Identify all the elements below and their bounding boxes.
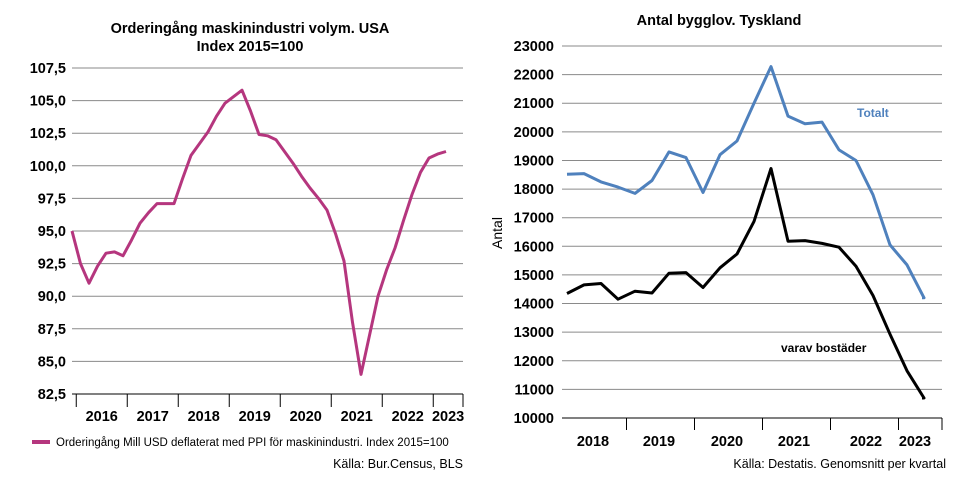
right-y-tick-label: 21000 — [514, 96, 554, 112]
right-x-tick-label: 2019 — [643, 434, 675, 450]
left-series — [70, 88, 447, 376]
right-y-axis-label: Antal — [489, 217, 505, 249]
right-x-tick-label: 2023 — [899, 434, 931, 450]
right-x-tick-label: 2020 — [711, 434, 743, 450]
left-y-tick-label: 102,5 — [30, 126, 66, 142]
right-y-tick-label: 20000 — [514, 125, 554, 141]
right-chart: Antal bygglov. Tyskland 2300022000210002… — [489, 13, 946, 471]
left-x-tick-label: 2022 — [392, 409, 424, 425]
left-y-tick-label: 92,5 — [38, 257, 66, 273]
left-legend: Orderingång Mill USD deflaterat med PPI … — [32, 437, 449, 449]
left-source: Källa: Bur.Census, BLS — [333, 457, 463, 471]
right-x-axis: 2018 2019 2020 2021 2022 2023 — [562, 417, 943, 450]
right-series-line-bostader — [566, 167, 926, 400]
right-y-tick-label: 17000 — [514, 211, 554, 227]
right-x-tick-label: 2022 — [850, 434, 882, 450]
left-chart-subtitle: Index 2015=100 — [197, 39, 304, 55]
left-y-tick-label: 95,0 — [38, 224, 66, 240]
right-y-tick-label: 15000 — [514, 268, 554, 284]
right-x-tick-label: 2021 — [778, 434, 810, 450]
left-chart: Orderingång maskinindustri volym. USA In… — [30, 21, 465, 471]
right-source: Källa: Destatis. Genomsnitt per kvartal — [733, 457, 946, 471]
left-y-tick-label: 85,0 — [38, 354, 66, 370]
left-x-tick-label: 2017 — [137, 409, 169, 425]
right-series — [566, 65, 926, 400]
series-label-totalt: Totalt — [857, 106, 889, 120]
right-chart-title: Antal bygglov. Tyskland — [637, 13, 802, 29]
right-y-tick-label: 16000 — [514, 239, 554, 255]
right-y-tick-label: 19000 — [514, 153, 554, 169]
left-y-tick-label: 87,5 — [38, 322, 66, 338]
right-y-tick-label: 23000 — [514, 39, 554, 55]
left-x-tick-label: 2020 — [290, 409, 322, 425]
right-y-tick-label: 14000 — [514, 297, 554, 313]
left-x-tick-label: 2021 — [341, 409, 373, 425]
left-series-line — [70, 88, 447, 376]
right-y-tick-label: 13000 — [514, 325, 554, 341]
right-y-tick-label: 12000 — [514, 354, 554, 370]
left-x-axis: 2016 2017 2018 2019 2020 2021 2022 2023 — [72, 393, 464, 425]
left-chart-title: Orderingång maskinindustri volym. USA — [111, 21, 390, 37]
left-y-tick-label: 90,0 — [38, 289, 66, 305]
right-y-tick-label: 11000 — [514, 382, 554, 398]
left-y-tick-label: 105,0 — [30, 94, 66, 110]
left-y-tick-label: 97,5 — [38, 191, 66, 207]
left-grid — [72, 67, 463, 395]
right-y-tick-label: 10000 — [514, 411, 554, 427]
left-y-tick-label: 82,5 — [38, 387, 66, 403]
left-x-tick-label: 2018 — [188, 409, 220, 425]
left-x-tick-label: 2016 — [86, 409, 118, 425]
right-y-tick-label: 22000 — [514, 68, 554, 84]
right-series-line-totalt — [566, 65, 926, 300]
left-y-tick-label: 107,5 — [30, 61, 66, 77]
left-y-tick-label: 100,0 — [30, 159, 66, 175]
left-x-tick-label: 2023 — [432, 409, 464, 425]
legend-label-orderingang: Orderingång Mill USD deflaterat med PPI … — [56, 437, 449, 449]
left-x-tick-label: 2019 — [239, 409, 271, 425]
series-label-bostader: varav bostäder — [781, 341, 867, 355]
right-y-axis: 23000 22000 21000 20000 19000 18000 17000 16000… — [514, 39, 554, 427]
right-x-tick-label: 2018 — [577, 434, 609, 450]
right-y-tick-label: 18000 — [514, 182, 554, 198]
left-y-axis: 107,5 105,0 102,5 100,0 97,5 95,0 92,5 90,0 87,5… — [30, 61, 66, 403]
